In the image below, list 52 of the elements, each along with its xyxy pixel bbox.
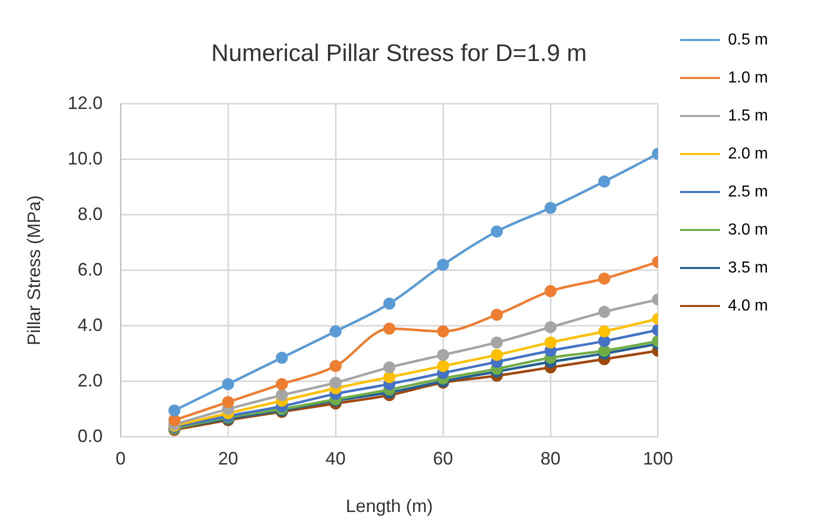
x-tick-label: 40 <box>326 448 346 469</box>
x-axis-title: Length (m) <box>346 496 433 516</box>
point <box>330 325 342 338</box>
point <box>437 348 450 361</box>
point <box>490 348 503 361</box>
point <box>168 404 180 416</box>
point <box>330 376 342 389</box>
point <box>598 176 610 188</box>
point <box>544 285 557 298</box>
legend-label: 3.0 m <box>728 221 768 238</box>
y-axis-title: Pillar Stress (MPa) <box>24 195 44 346</box>
legend-label: 0.5 m <box>728 31 768 48</box>
point <box>490 308 503 321</box>
x-tick-label: 60 <box>433 448 454 469</box>
legend-label: 2.0 m <box>728 145 768 162</box>
legend-label: 2.5 m <box>728 183 768 200</box>
y-tick-label: 12.0 <box>68 92 103 113</box>
y-tick-label: 6.0 <box>78 259 103 280</box>
x-tick-label: 0 <box>116 448 126 469</box>
x-tick-label: 100 <box>642 448 674 469</box>
chart-title: Numerical Pillar Stress for D=1.9 m <box>211 40 587 68</box>
point <box>598 272 610 285</box>
point <box>330 360 342 372</box>
point <box>383 322 396 335</box>
point <box>544 202 557 214</box>
point <box>490 336 503 348</box>
point <box>383 361 396 374</box>
x-tick-label: 20 <box>218 448 238 469</box>
point <box>598 306 610 318</box>
point <box>383 298 396 310</box>
x-tick-label: 80 <box>540 448 561 469</box>
legend-label: 3.5 m <box>728 259 768 276</box>
legend-label: 1.0 m <box>728 69 768 86</box>
point <box>276 389 288 402</box>
point <box>598 325 610 338</box>
point <box>276 378 288 390</box>
y-tick-label: 0.0 <box>78 426 103 446</box>
y-tick-label: 2.0 <box>78 370 103 390</box>
point <box>437 258 450 271</box>
y-tick-label: 8.0 <box>78 204 103 224</box>
point <box>490 225 503 238</box>
y-tick-label: 10.0 <box>68 148 103 168</box>
point <box>222 378 234 390</box>
point <box>544 336 557 348</box>
point <box>276 352 288 364</box>
point <box>437 360 450 372</box>
legend-label: 4.0 m <box>728 297 768 314</box>
legend-label: 1.5 m <box>728 107 768 124</box>
point <box>437 325 450 338</box>
point <box>222 396 234 408</box>
y-tick-label: 4.0 <box>78 314 103 335</box>
point <box>544 321 557 334</box>
